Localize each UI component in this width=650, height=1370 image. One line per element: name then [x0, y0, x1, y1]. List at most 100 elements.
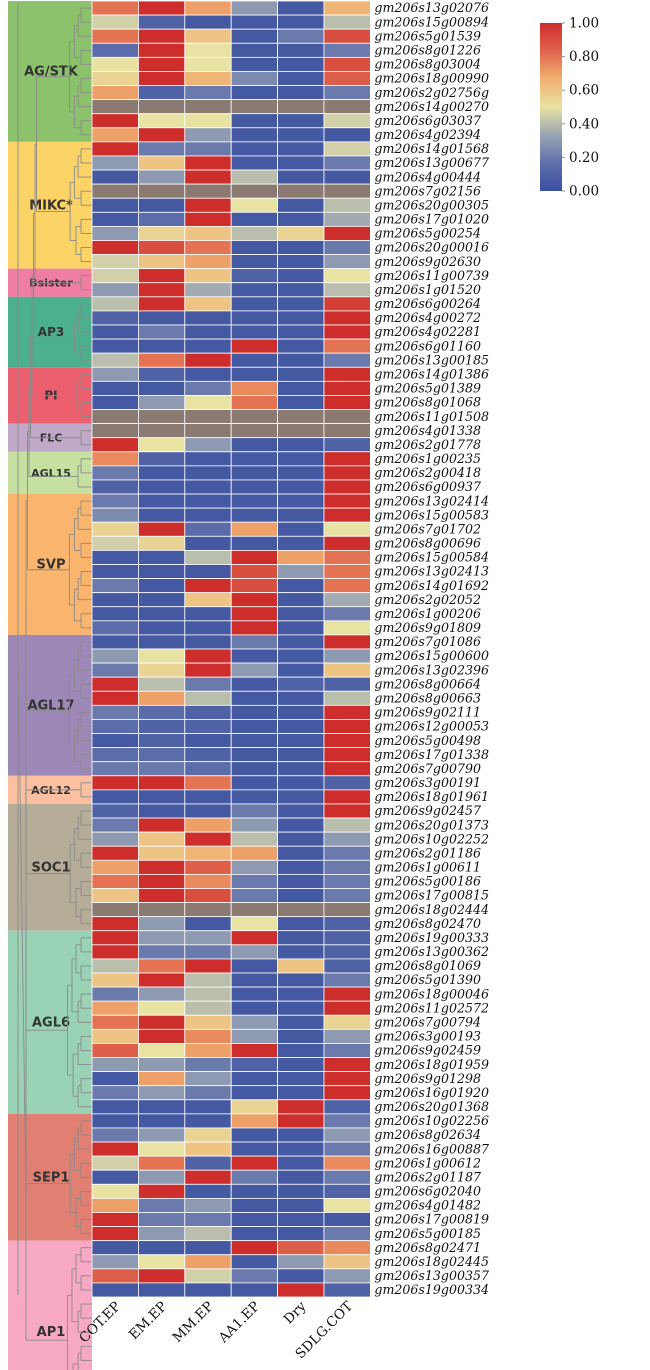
heatmap-cell — [137, 1282, 186, 1298]
heatmap-cell — [91, 1014, 139, 1030]
heatmap-cell — [323, 1183, 371, 1199]
heatmap-cell — [137, 338, 186, 354]
heatmap-cell — [230, 1113, 278, 1129]
heatmap-cell — [323, 648, 371, 664]
heatmap-cell — [184, 1141, 232, 1157]
heatmap-cell — [184, 888, 232, 903]
heatmap-cell — [323, 451, 371, 467]
row-label: gm206s11g00739 — [374, 268, 489, 283]
heatmap-cell — [230, 1071, 278, 1087]
heatmap-cell — [277, 240, 325, 255]
heatmap-cell — [323, 817, 371, 833]
heatmap-cell — [230, 704, 278, 720]
heatmap-cell — [91, 592, 139, 608]
heatmap-cell — [323, 479, 371, 495]
heatmap-cell — [137, 1197, 186, 1213]
heatmap-cell — [277, 704, 325, 720]
heatmap-cell — [230, 761, 278, 777]
heatmap-cell — [91, 99, 139, 115]
heatmap-cell — [137, 479, 186, 495]
row-label: gm206s2g01186 — [374, 845, 481, 860]
heatmap-cell — [277, 437, 325, 453]
heatmap-cell — [230, 1169, 278, 1185]
heatmap-cell — [323, 14, 371, 30]
heatmap-cell — [137, 310, 186, 326]
heatmap-cell — [230, 564, 278, 579]
heatmap-cell — [184, 254, 232, 270]
heatmap-cell — [230, 831, 278, 847]
heatmap-cell — [184, 366, 232, 382]
heatmap-cell — [230, 747, 278, 763]
heatmap-cell — [91, 1254, 139, 1270]
heatmap-cell — [91, 71, 139, 86]
heatmap-cell — [277, 451, 325, 467]
heatmap-cell — [184, 606, 232, 622]
heatmap-cell — [137, 733, 186, 749]
row-label: gm206s17g00815 — [374, 888, 489, 903]
heatmap-cell — [137, 1028, 186, 1044]
heatmap-cell — [277, 1127, 325, 1143]
group-label-9: AGL12 — [31, 784, 71, 797]
heatmap-cell — [184, 56, 232, 72]
heatmap-cell — [277, 789, 325, 805]
row-label: gm206s12g00053 — [374, 719, 489, 734]
heatmap-cell — [184, 395, 232, 410]
row-label: gm206s2g01778 — [374, 437, 481, 452]
row-label: gm206s6g01160 — [374, 338, 481, 353]
heatmap-cell — [323, 366, 371, 382]
heatmap-cell — [91, 127, 139, 143]
heatmap-cell — [137, 747, 186, 763]
heatmap-cell — [91, 634, 139, 650]
heatmap-cell — [277, 1141, 325, 1157]
heatmap-cell — [91, 704, 139, 720]
heatmap-cell — [230, 183, 278, 199]
heatmap-cell — [323, 409, 371, 425]
heatmap-cell — [230, 395, 278, 410]
colorbar — [540, 23, 562, 191]
heatmap-cell — [137, 409, 186, 425]
heatmap-cell — [230, 606, 278, 622]
heatmap-cell — [137, 296, 186, 312]
heatmap-cell — [184, 240, 232, 255]
heatmap-cell — [277, 395, 325, 410]
heatmap-cell — [91, 56, 139, 72]
heatmap-cell — [184, 310, 232, 326]
heatmap-cell — [184, 113, 232, 129]
heatmap-cell — [230, 1043, 278, 1058]
heatmap-cell — [184, 549, 232, 565]
heatmap-cell — [137, 761, 186, 777]
heatmap-cell — [277, 338, 325, 354]
heatmap-cell — [230, 902, 278, 918]
heatmap-cell — [323, 0, 371, 16]
group-label-5: FLC — [40, 432, 63, 445]
row-label: gm206s2g02756g — [374, 85, 489, 100]
heatmap-cell — [137, 859, 186, 875]
heatmap-cell — [323, 1057, 371, 1073]
heatmap-cell — [277, 972, 325, 988]
heatmap-cell — [277, 507, 325, 523]
heatmap-cell — [137, 141, 186, 157]
heatmap-cell — [91, 493, 139, 509]
heatmap-cell — [323, 958, 371, 974]
heatmap-cell — [277, 564, 325, 579]
heatmap-cell — [184, 14, 232, 30]
heatmap-cell — [323, 521, 371, 537]
heatmap-cell — [277, 888, 325, 903]
heatmap-cell — [137, 1014, 186, 1030]
heatmap-cell — [323, 719, 371, 734]
heatmap-cell — [277, 916, 325, 932]
heatmap-cell — [91, 451, 139, 467]
heatmap-cell — [137, 225, 186, 241]
heatmap-cell — [137, 1043, 186, 1058]
heatmap-cell — [323, 1268, 371, 1284]
row-label: gm206s5g01389 — [374, 381, 481, 396]
heatmap-cell — [184, 493, 232, 509]
heatmap-cell — [137, 0, 186, 16]
heatmap-cell — [137, 564, 186, 579]
heatmap-cell — [277, 859, 325, 875]
row-label: gm206s6g00937 — [374, 479, 481, 494]
heatmap-cell — [184, 338, 232, 354]
heatmap-cell — [137, 380, 186, 396]
row-label: gm206s10g02256 — [374, 1113, 489, 1128]
heatmap-cell — [91, 437, 139, 453]
